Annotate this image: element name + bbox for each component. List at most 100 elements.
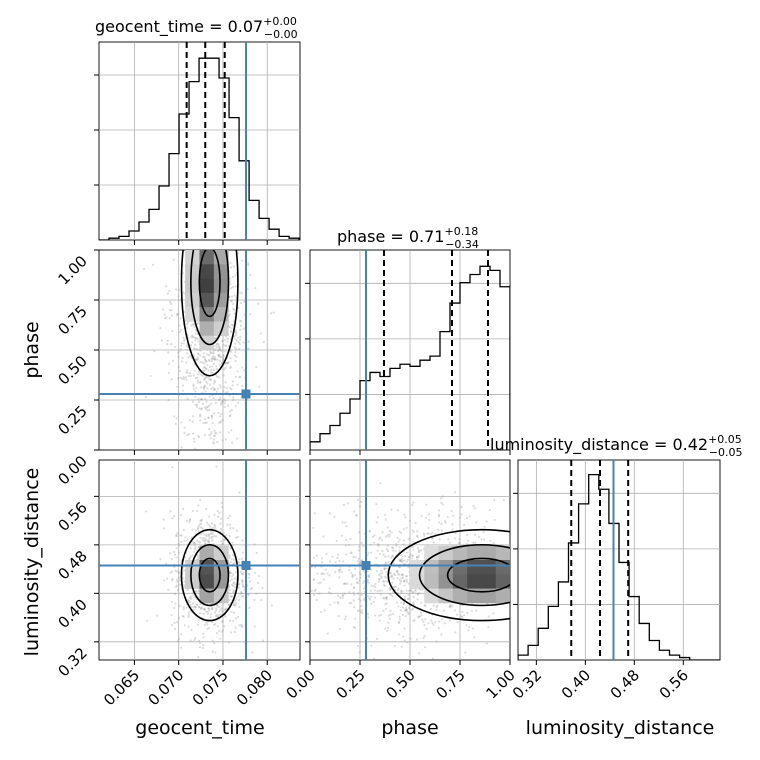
sample-point: [390, 531, 393, 534]
sample-point: [183, 426, 186, 429]
sample-point: [205, 533, 208, 536]
sample-point: [159, 558, 162, 561]
sample-point: [322, 535, 325, 538]
sample-point: [470, 609, 473, 612]
sample-point: [369, 589, 373, 592]
sample-point: [385, 598, 388, 601]
sample-point: [234, 604, 237, 607]
sample-point: [222, 354, 225, 357]
sample-point: [200, 386, 203, 389]
sample-point: [425, 627, 428, 630]
sample-point: [211, 621, 214, 624]
sample-point: [253, 571, 257, 574]
sample-point: [219, 522, 222, 525]
sample-point: [418, 615, 421, 618]
sample-point: [320, 572, 323, 575]
sample-point: [185, 371, 188, 374]
sample-point: [197, 400, 201, 404]
sample-point: [232, 558, 236, 561]
sample-point: [261, 639, 265, 642]
sample-point: [216, 375, 219, 378]
sample-point: [228, 387, 232, 390]
sample-point: [234, 330, 237, 333]
sample-point: [182, 577, 185, 580]
sample-point: [166, 292, 169, 295]
sample-point: [477, 535, 481, 539]
sample-point: [192, 608, 195, 611]
sample-point: [191, 334, 194, 337]
sample-point: [258, 575, 261, 578]
sample-point: [393, 645, 396, 648]
sample-point: [359, 599, 362, 603]
sample-point: [203, 386, 206, 389]
sample-point: [338, 627, 341, 630]
sample-point: [193, 550, 196, 553]
sample-point: [405, 560, 408, 563]
sample-point: [472, 504, 475, 507]
sample-point: [391, 595, 394, 598]
sample-point: [233, 346, 236, 349]
sample-point: [234, 337, 237, 340]
sample-point: [336, 601, 340, 604]
sample-point: [483, 525, 486, 528]
sample-point: [222, 399, 225, 402]
y-tick-label: 0.32: [54, 644, 90, 680]
sample-point: [168, 289, 171, 293]
sample-point: [238, 342, 241, 346]
sample-point: [196, 358, 199, 361]
sample-point: [377, 574, 381, 577]
sample-point: [354, 567, 357, 570]
sample-point: [215, 390, 219, 393]
sample-point: [346, 502, 350, 505]
density-cell: [481, 560, 497, 575]
sample-point: [185, 344, 189, 348]
sample-point: [335, 539, 338, 543]
sample-point: [230, 330, 233, 333]
sample-point: [208, 540, 211, 543]
sample-point: [439, 497, 443, 500]
contour-line: [190, 544, 230, 607]
sample-point: [427, 513, 431, 516]
sample-point: [218, 610, 221, 613]
sample-point: [227, 361, 230, 364]
sample-point: [217, 344, 220, 348]
sample-point: [233, 312, 236, 315]
sample-point: [358, 579, 361, 582]
sample-point: [207, 539, 210, 543]
sample-point: [191, 400, 195, 403]
sample-point: [399, 580, 403, 583]
sample-point: [241, 571, 245, 574]
sample-point: [176, 377, 180, 380]
density-cell: [185, 264, 200, 279]
sample-point: [207, 354, 211, 357]
sample-point: [207, 358, 211, 361]
sample-point: [376, 549, 379, 552]
sample-point: [361, 612, 364, 615]
density-cell: [452, 574, 468, 589]
sample-point: [201, 539, 205, 542]
sample-point: [212, 412, 216, 415]
sample-point: [380, 569, 383, 572]
sample-point: [183, 539, 186, 543]
sample-point: [232, 527, 235, 530]
sample-point: [192, 354, 196, 357]
sample-point: [382, 583, 386, 586]
sample-point: [203, 542, 207, 546]
sample-point: [450, 509, 453, 512]
sample-point: [221, 629, 224, 632]
sample-point: [195, 358, 198, 361]
sample-point: [192, 541, 195, 545]
density-cell: [213, 278, 229, 294]
sample-point: [451, 523, 454, 526]
sample-point: [353, 586, 356, 589]
sample-point: [386, 533, 389, 537]
sample-point: [219, 403, 223, 406]
sample-point: [382, 609, 385, 613]
sample-point: [229, 261, 232, 265]
sample-point: [376, 637, 379, 640]
sample-point: [386, 526, 389, 529]
sample-point: [401, 555, 404, 558]
sample-point: [219, 527, 222, 531]
sample-point: [220, 543, 223, 546]
sample-point: [321, 572, 324, 575]
